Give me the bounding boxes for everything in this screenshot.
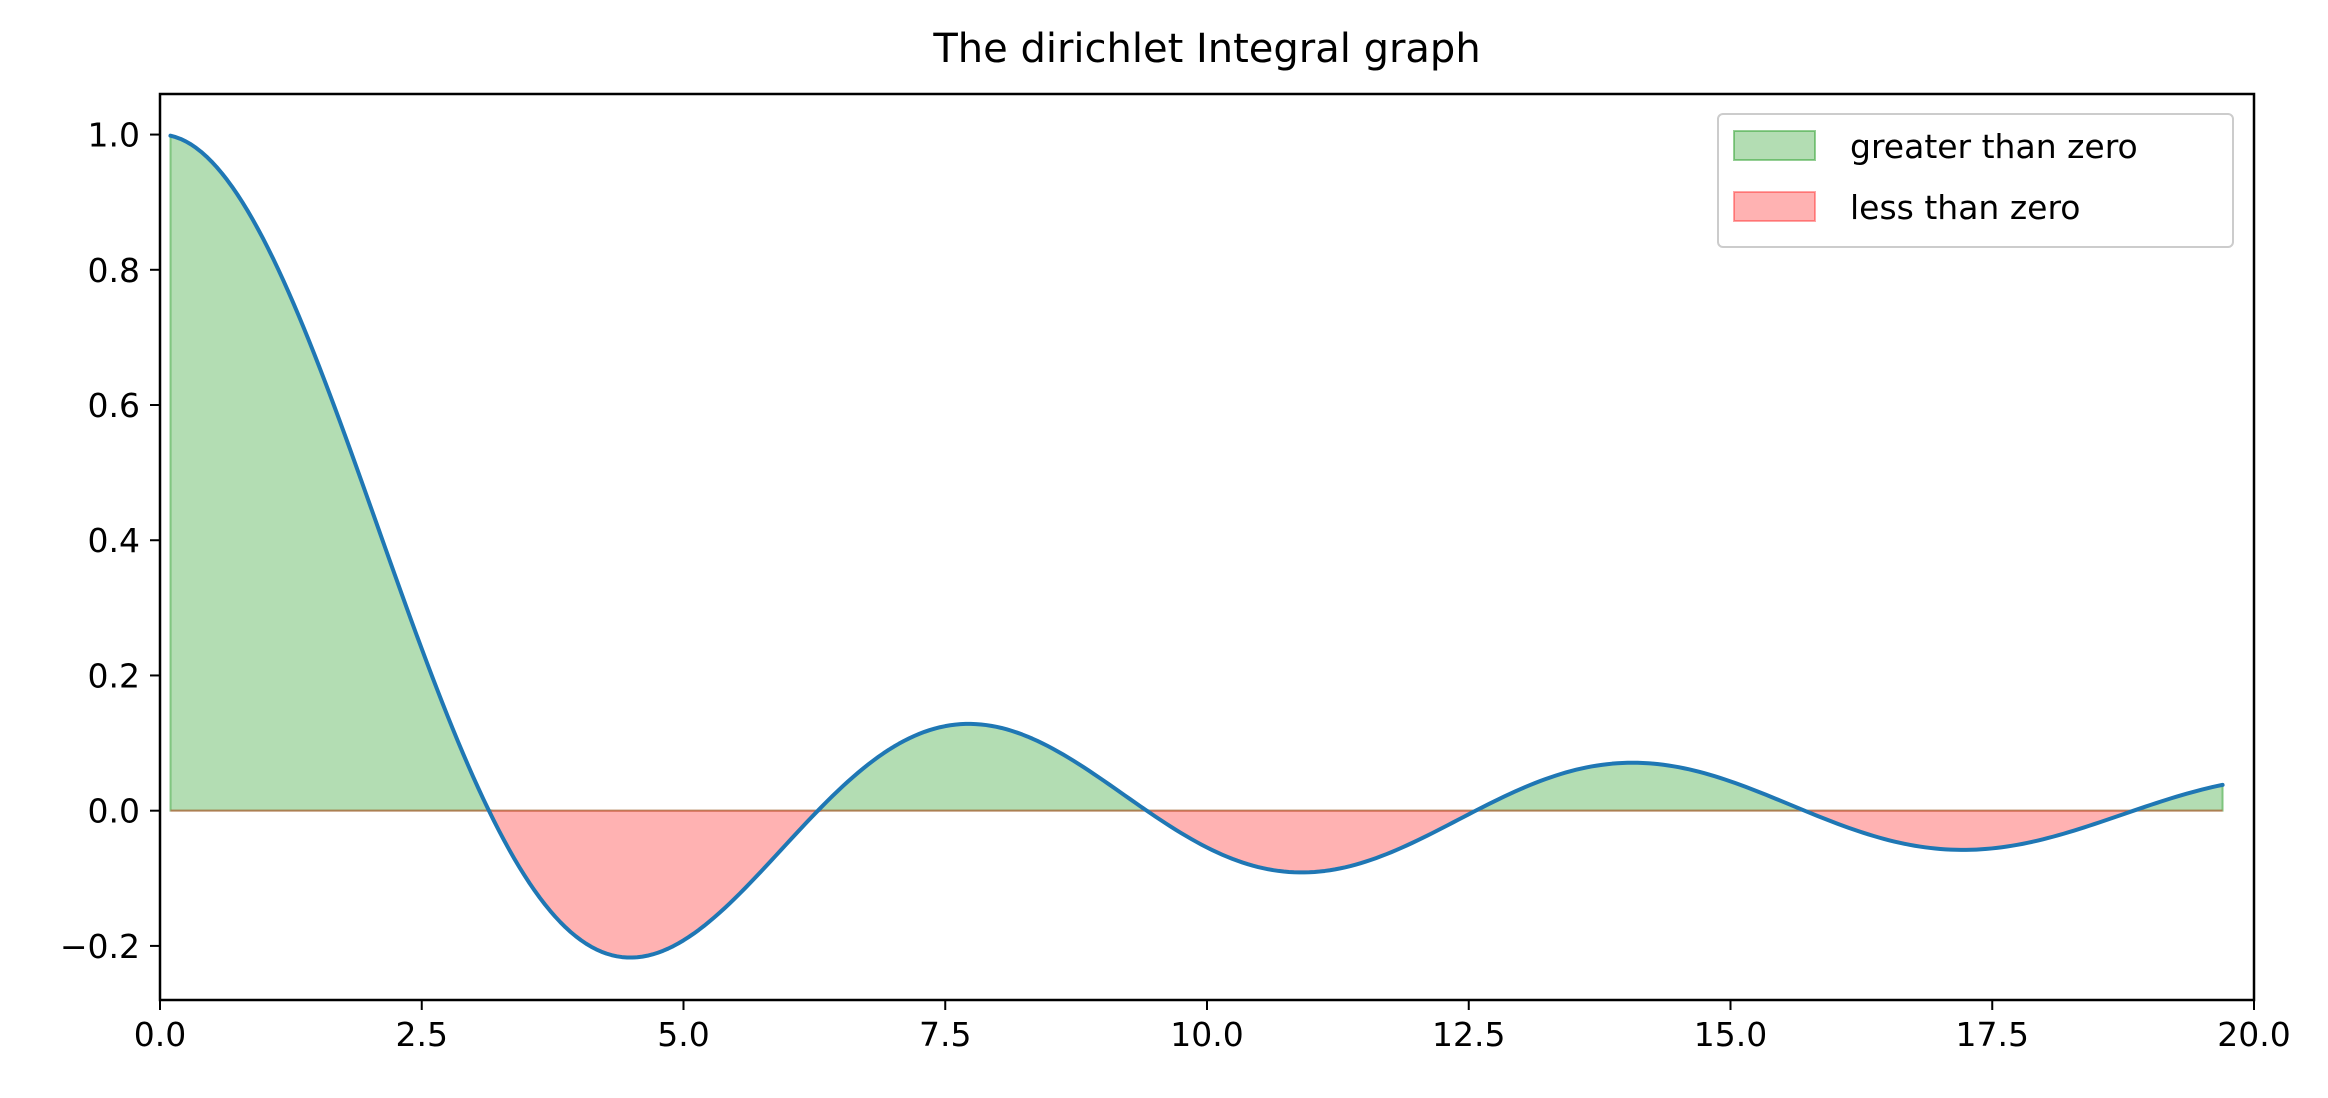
chart-title: The dirichlet Integral graph	[932, 26, 1480, 72]
fill-greater-than-zero	[169, 134, 2224, 812]
y-tick-label: 1.0	[88, 116, 140, 155]
y-tick-label: 0.4	[88, 521, 140, 560]
x-axis: 0.0 2.5 5.0 7.5 10.0 12.5 15.0 17.5 20.0	[134, 1000, 2291, 1054]
series-layer	[168, 133, 2225, 960]
y-tick-label: 0.6	[88, 386, 140, 425]
y-tick-label: 0.8	[88, 251, 140, 290]
y-tick-label: −0.2	[60, 927, 140, 966]
x-tick-label: 7.5	[919, 1015, 971, 1054]
legend: greater than zero less than zero	[1717, 113, 2234, 248]
x-tick-label: 12.5	[1432, 1015, 1505, 1054]
x-tick-label: 17.5	[1956, 1015, 2029, 1054]
x-tick-label: 10.0	[1170, 1015, 1243, 1054]
legend-label-negative: less than zero	[1850, 188, 2080, 227]
legend-box	[1717, 113, 2234, 248]
y-tick-label: 0.2	[88, 656, 140, 695]
legend-label-positive: greater than zero	[1850, 127, 2138, 166]
legend-swatch-negative	[1733, 191, 1816, 222]
fill-less-than-zero	[170, 809, 2223, 959]
x-tick-label: 15.0	[1694, 1015, 1767, 1054]
x-tick-label: 5.0	[657, 1015, 709, 1054]
x-tick-label: 20.0	[2217, 1015, 2290, 1054]
y-axis: −0.2 0.0 0.2 0.4 0.6 0.8 1.0	[60, 116, 160, 966]
series-line-sinc	[168, 133, 2225, 960]
fills-layer	[169, 134, 2224, 959]
legend-swatch-positive	[1733, 130, 1816, 161]
x-tick-label: 2.5	[396, 1015, 448, 1054]
y-tick-label: 0.0	[88, 792, 140, 831]
x-tick-label: 0.0	[134, 1015, 186, 1054]
